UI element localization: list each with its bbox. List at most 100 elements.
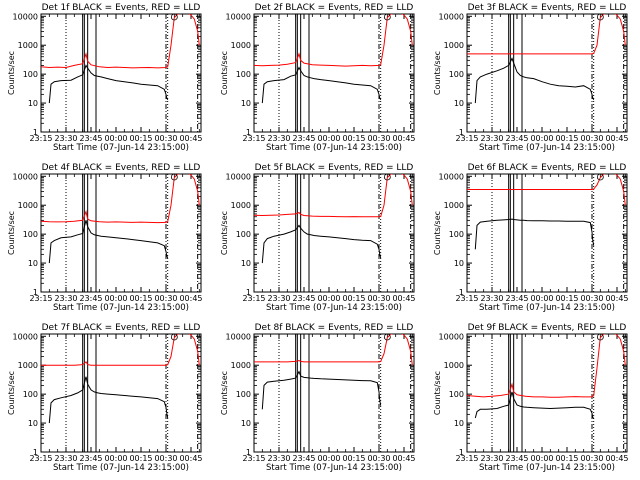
panel-det-9: Det 9f BLACK = Events, RED = LLD 1 10 100 10…: [433, 323, 629, 473]
x-tick-label: 23:30: [480, 454, 503, 463]
y-tick-label: 100: [236, 70, 251, 79]
panel-det-7: Det 7f BLACK = Events, RED = LLD 1 10 100 10…: [7, 323, 203, 473]
y-tick-label: 1: [246, 448, 251, 457]
x-tick-label: 00:00: [317, 134, 340, 143]
x-tick-label: 00:30: [154, 134, 177, 143]
y-tick-label: 10000: [13, 12, 38, 21]
x-tick-label: 23:45: [505, 134, 528, 143]
y-tick-label: 100: [23, 390, 38, 399]
y-axis-label: Counts/sec: [220, 51, 229, 95]
y-tick-label: 1: [459, 128, 464, 137]
x-tick-label: 00:30: [367, 294, 390, 303]
x-tick-label: 23:45: [292, 134, 315, 143]
plot-frame: [253, 333, 415, 453]
x-tick-label: 00:45: [605, 134, 628, 143]
y-tick-label: 10000: [439, 12, 464, 21]
x-tick-label: 00:30: [367, 454, 390, 463]
x-tick-label: 00:45: [179, 454, 202, 463]
panel-det-2: Det 2f BLACK = Events, RED = LLD 1 10 100 10…: [220, 3, 416, 153]
plot-frame: [466, 173, 628, 293]
x-axis-label: Start Time (07-Jun-14 23:15:00): [53, 143, 189, 153]
y-tick-label: 1000: [231, 41, 251, 50]
y-axis-label: Counts/sec: [433, 211, 442, 255]
x-axis-label: Start Time (07-Jun-14 23:15:00): [479, 143, 615, 153]
x-tick-label: 23:30: [480, 134, 503, 143]
x-tick-label: 23:15: [242, 454, 265, 463]
y-tick-label: 10: [28, 99, 38, 108]
saa-marker-circle: [596, 333, 604, 341]
y-axis-label: Counts/sec: [220, 371, 229, 415]
x-tick-label: 00:45: [392, 294, 415, 303]
y-tick-label: 1: [459, 288, 464, 297]
panel-title: Det 8f BLACK = Events, RED = LLD: [255, 323, 414, 333]
y-tick-label: 1000: [444, 201, 464, 210]
series-events-line: [261, 66, 382, 104]
y-tick-label: 1: [33, 288, 38, 297]
y-tick-label: 1000: [18, 201, 38, 210]
y-axis-label: Counts/sec: [433, 371, 442, 415]
x-tick-label: 23:15: [455, 134, 478, 143]
x-tick-label: 00:15: [342, 134, 365, 143]
y-tick-label: 1: [33, 448, 38, 457]
x-tick-label: 23:15: [29, 134, 52, 143]
x-tick-label: 00:30: [580, 134, 603, 143]
x-tick-label: 00:45: [179, 294, 202, 303]
x-tick-label: 00:45: [392, 454, 415, 463]
x-tick-label: 00:45: [179, 134, 202, 143]
plot-frame: [40, 13, 202, 133]
y-tick-label: 1: [33, 128, 38, 137]
x-axis-label: Start Time (07-Jun-14 23:15:00): [266, 303, 402, 313]
saa-marker-circle: [170, 173, 178, 181]
saa-marker-circle: [170, 13, 178, 21]
x-axis-label: Start Time (07-Jun-14 23:15:00): [266, 463, 402, 473]
x-tick-label: 00:15: [129, 294, 152, 303]
y-tick-label: 100: [23, 70, 38, 79]
x-tick-label: 23:15: [29, 294, 52, 303]
y-tick-label: 1000: [444, 41, 464, 50]
x-tick-label: 00:00: [104, 294, 127, 303]
x-tick-label: 00:00: [104, 454, 127, 463]
y-tick-label: 10: [454, 259, 464, 268]
x-tick-label: 00:00: [530, 294, 553, 303]
saa-marker-circle: [596, 13, 604, 21]
saa-marker-circle: [383, 13, 391, 21]
y-tick-label: 10000: [226, 332, 251, 341]
panel-title: Det 2f BLACK = Events, RED = LLD: [255, 3, 414, 13]
x-tick-label: 23:30: [267, 294, 290, 303]
x-tick-label: 23:30: [480, 294, 503, 303]
y-tick-label: 1: [246, 288, 251, 297]
plot-frame: [466, 333, 628, 453]
x-tick-label: 00:45: [605, 294, 628, 303]
panel-title: Det 5f BLACK = Events, RED = LLD: [255, 163, 414, 173]
x-tick-label: 23:45: [292, 294, 315, 303]
x-axis-label: Start Time (07-Jun-14 23:15:00): [53, 303, 189, 313]
x-tick-label: 23:30: [54, 454, 77, 463]
saa-marker-circle: [383, 333, 391, 341]
y-tick-label: 10: [28, 419, 38, 428]
x-tick-label: 23:30: [267, 454, 290, 463]
x-tick-label: 00:30: [580, 294, 603, 303]
y-tick-label: 1000: [231, 201, 251, 210]
x-tick-label: 00:00: [317, 454, 340, 463]
x-axis-label: Start Time (07-Jun-14 23:15:00): [53, 463, 189, 473]
x-tick-label: 23:30: [54, 134, 77, 143]
series-events-line: [474, 218, 595, 250]
y-tick-label: 10: [454, 419, 464, 428]
y-tick-label: 10: [241, 259, 251, 268]
x-axis-label: Start Time (07-Jun-14 23:15:00): [266, 143, 402, 153]
x-tick-label: 23:45: [505, 454, 528, 463]
x-tick-label: 00:15: [129, 134, 152, 143]
x-tick-label: 23:15: [455, 294, 478, 303]
x-tick-label: 23:15: [29, 454, 52, 463]
plot-frame: [253, 173, 415, 293]
x-tick-label: 00:15: [342, 454, 365, 463]
series-events-line: [474, 57, 595, 104]
series-events-line: [261, 370, 382, 410]
x-tick-label: 23:45: [79, 454, 102, 463]
panel-title: Det 4f BLACK = Events, RED = LLD: [42, 163, 201, 173]
x-tick-label: 00:00: [530, 134, 553, 143]
y-tick-label: 10000: [226, 172, 251, 181]
x-axis-label: Start Time (07-Jun-14 23:15:00): [479, 463, 615, 473]
x-tick-label: 23:45: [79, 134, 102, 143]
